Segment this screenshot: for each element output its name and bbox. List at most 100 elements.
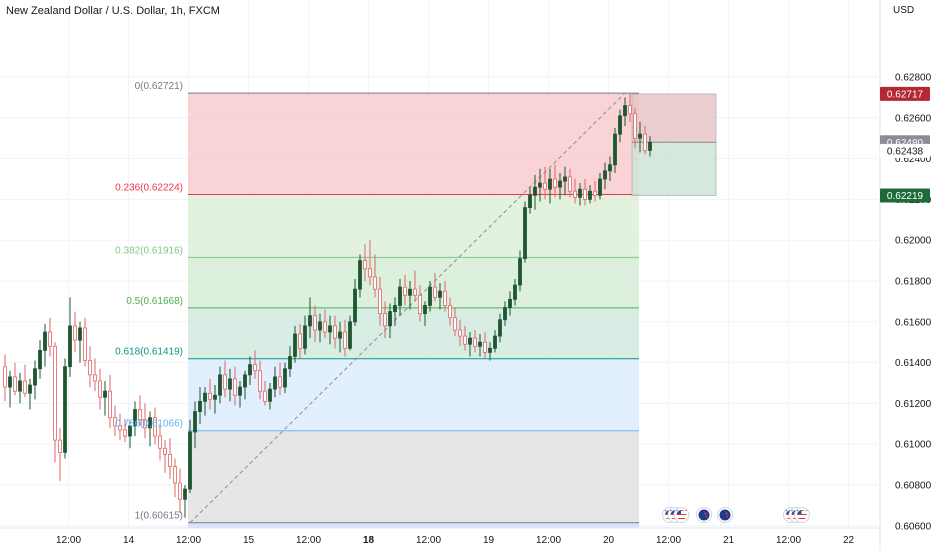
currency-label: USD bbox=[893, 5, 915, 16]
candle-body bbox=[558, 180, 562, 188]
price-tag-label: 0.62717 bbox=[887, 89, 924, 100]
candle-body bbox=[418, 294, 422, 315]
nz-flag-icon[interactable] bbox=[717, 507, 733, 523]
candle-body bbox=[648, 141, 652, 151]
position-border bbox=[631, 93, 717, 196]
y-tick-label: 0.60600 bbox=[895, 521, 932, 532]
candle-body bbox=[478, 341, 482, 347]
candle-body bbox=[103, 390, 107, 398]
candle-body bbox=[213, 394, 217, 400]
price-tag-label: 0.62219 bbox=[887, 191, 924, 202]
candle-body bbox=[468, 337, 472, 345]
fibonacci-retracement[interactable] bbox=[188, 92, 639, 528]
x-tick-label: 15 bbox=[243, 535, 255, 546]
flag-mask bbox=[675, 509, 688, 521]
candle-body bbox=[588, 190, 592, 200]
candle-body bbox=[403, 286, 407, 296]
candle-body bbox=[233, 378, 237, 396]
candle-body bbox=[53, 345, 57, 441]
candle-body bbox=[423, 305, 427, 315]
candle-body bbox=[263, 390, 267, 402]
x-tick-label: 12:00 bbox=[536, 535, 561, 546]
us-flag-icon[interactable] bbox=[673, 507, 690, 523]
candle-body bbox=[368, 268, 372, 278]
flag-star bbox=[705, 515, 708, 518]
candle-body bbox=[378, 288, 382, 315]
price-tag: 0.62717 bbox=[880, 86, 930, 101]
candle-body bbox=[333, 325, 337, 339]
candle-body bbox=[43, 331, 47, 351]
candle-body bbox=[208, 392, 212, 400]
candle-body bbox=[453, 317, 457, 331]
candle-body bbox=[598, 178, 602, 196]
price-tag-bg bbox=[880, 143, 930, 158]
candle-body bbox=[23, 380, 27, 394]
fib-level-label: 0.382(0.61916) bbox=[115, 245, 183, 256]
candle-body bbox=[433, 286, 437, 298]
candle-body bbox=[408, 288, 412, 296]
price-axis[interactable]: 0.628000.626000.624000.622000.620000.618… bbox=[879, 0, 932, 550]
candle-body bbox=[343, 331, 347, 349]
candle-body bbox=[128, 425, 132, 437]
flag-star bbox=[704, 512, 707, 515]
candle-body bbox=[113, 417, 117, 427]
candle-body bbox=[438, 290, 442, 298]
candle-body bbox=[98, 380, 102, 398]
flag-canton bbox=[670, 510, 675, 514]
candle-body bbox=[193, 411, 197, 433]
candle-body bbox=[313, 315, 317, 331]
candle-body bbox=[33, 368, 37, 386]
candle-body bbox=[398, 286, 402, 306]
flag-star bbox=[725, 512, 728, 515]
flag-stripe bbox=[797, 518, 807, 519]
price-tag-label: 0.62480 bbox=[887, 138, 924, 149]
take-profit-zone bbox=[632, 142, 716, 196]
flag-stripe bbox=[676, 516, 687, 517]
candle-body bbox=[28, 384, 32, 394]
candle-body bbox=[63, 366, 67, 453]
candle-body bbox=[458, 329, 462, 337]
candle-body bbox=[123, 429, 127, 437]
flag-stripe bbox=[676, 518, 687, 519]
candle-body bbox=[153, 417, 157, 437]
candle-body bbox=[238, 386, 242, 396]
time-axis[interactable]: 12:00 14 12:00 15 12:00 18 12:00 19 12:00 20 12:00… bbox=[0, 527, 880, 546]
candle-body bbox=[373, 276, 377, 290]
fibonacci-level-labels: 0(0.62721) 0.236(0.62224) 0.382(0.61916) 0.… bbox=[115, 81, 183, 522]
candle-body bbox=[133, 409, 137, 427]
candle-body bbox=[68, 325, 72, 368]
candle-body bbox=[503, 307, 507, 321]
candle-body bbox=[223, 374, 227, 390]
fib-level-label: 0.236(0.62224) bbox=[115, 183, 183, 194]
fib-zone bbox=[188, 307, 639, 359]
flag-stripe bbox=[676, 514, 687, 515]
candle-body bbox=[413, 288, 417, 296]
candle-body bbox=[78, 327, 82, 341]
candle-body bbox=[573, 190, 577, 198]
candle-body bbox=[543, 182, 547, 190]
economic-events[interactable] bbox=[662, 507, 810, 523]
x-tick-label: 12:00 bbox=[416, 535, 441, 546]
x-tick-label: 12:00 bbox=[296, 535, 321, 546]
candle-body bbox=[428, 286, 432, 306]
candle-body bbox=[273, 376, 277, 390]
candle-body bbox=[303, 325, 307, 349]
candle-body bbox=[513, 284, 517, 300]
flag-canton bbox=[676, 510, 681, 514]
candle-body bbox=[163, 447, 167, 455]
candle-body bbox=[523, 207, 527, 259]
x-tick-label: 21 bbox=[723, 535, 735, 546]
candle-body bbox=[618, 115, 622, 135]
candle-body bbox=[183, 488, 187, 500]
x-tick-label: 14 bbox=[123, 535, 135, 546]
candle-body bbox=[628, 105, 632, 115]
nz-flag-icon[interactable] bbox=[696, 507, 712, 523]
y-tick-label: 0.62400 bbox=[895, 154, 932, 165]
candle-body bbox=[93, 374, 97, 382]
candle-body bbox=[348, 321, 352, 349]
us-flag-icon[interactable] bbox=[794, 507, 810, 523]
flag-stripe bbox=[797, 510, 807, 511]
candle-body bbox=[318, 321, 322, 331]
candle-body bbox=[508, 298, 512, 308]
